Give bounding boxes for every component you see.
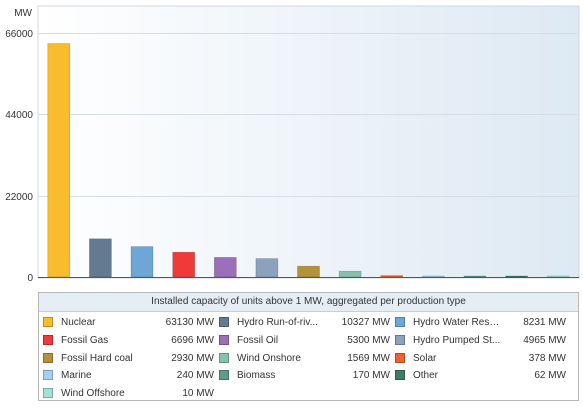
legend-item-wind-onshore[interactable]: Wind Onshore 1569 MW [219,350,394,368]
bar-hydro-water-reservoir[interactable] [130,246,154,278]
legend-item-hydro-water-reservoir[interactable]: Hydro Water Rese... 8231 MW [395,314,570,332]
bar-nuclear[interactable] [47,43,71,278]
legend-grid: Nuclear 63130 MW Hydro Run-of-riv... 10327 … [39,312,578,399]
legend-label: Wind Onshore [237,352,301,364]
bar-biomass[interactable] [463,275,487,278]
y-tick-label: 66000 [5,29,33,40]
legend-swatch [43,388,53,399]
legend-label: Marine [61,370,92,382]
legend-item-fossil-gas[interactable]: Fossil Gas 6696 MW [43,332,218,350]
legend-label: Hydro Run-of-riv... [237,317,318,328]
legend: Installed capacity of units above 1 MW, … [38,292,579,401]
legend-label: Biomass [237,370,276,382]
bars [47,43,570,278]
legend-label: Fossil Gas [61,334,109,346]
legend-value: 63130 MW [165,317,214,328]
legend-item-hydro-pumped-storage[interactable]: Hydro Pumped St... 4965 MW [395,332,570,350]
legend-label: Wind Offshore [61,388,125,400]
legend-swatch [43,370,53,381]
y-tick-label: 22000 [5,192,33,203]
legend-value: 10327 MW [341,317,390,328]
gridlines [38,33,579,197]
bar-wind-onshore[interactable] [338,270,362,278]
legend-swatch [219,352,229,363]
bar-hydro-pumped-storage[interactable] [255,258,279,278]
legend-value: 62 MW [534,370,566,382]
bar-marine[interactable] [421,275,445,278]
bar-wind-offshore[interactable] [546,275,570,278]
y-axis-ticks: 0 22000 44000 66000 [5,29,33,284]
legend-value: 2930 MW [171,352,214,364]
legend-value: 6696 MW [171,334,214,346]
legend-swatch [219,334,229,345]
legend-title: Installed capacity of units above 1 MW, … [39,293,578,312]
y-axis-unit-label: MW [14,8,32,19]
legend-swatch [219,317,229,327]
legend-value: 240 MW [176,370,214,382]
plot-background [37,5,580,279]
legend-swatch [395,352,405,363]
legend-value: 170 MW [352,370,390,382]
legend-value: 5300 MW [347,334,390,346]
legend-item-other[interactable]: Other 62 MW [395,367,570,385]
legend-swatch [395,317,405,327]
legend-swatch [219,370,229,381]
legend-label: Nuclear [61,317,96,328]
legend-item-marine[interactable]: Marine 240 MW [43,367,218,385]
legend-swatch [395,370,405,381]
legend-label: Fossil Hard coal [61,352,133,364]
bar-fossil-gas[interactable] [172,251,195,278]
legend-value: 1569 MW [347,352,390,364]
legend-swatch [43,334,53,345]
legend-label: Hydro Pumped St... [413,334,501,346]
legend-value: 10 MW [182,388,214,400]
y-tick-label: 0 [27,273,33,284]
legend-label: Fossil Oil [237,334,279,346]
bar-hydro-run-of-river-and-poundage[interactable] [89,238,112,278]
bar-fossil-hard-coal[interactable] [297,265,320,278]
legend-value: 378 MW [528,352,566,364]
bar-fossil-oil[interactable] [214,257,237,278]
legend-item-wind-offshore[interactable]: Wind Offshore 10 MW [43,385,218,403]
legend-label: Hydro Water Rese... [413,317,501,328]
legend-item-fossil-hard-coal[interactable]: Fossil Hard coal 2930 MW [43,350,218,368]
legend-item-nuclear[interactable]: Nuclear 63130 MW [43,314,218,332]
bar-chart: MW 0 22000 44000 66000 [5,5,580,284]
bar-other[interactable] [505,275,528,278]
legend-value: 8231 MW [523,317,566,328]
y-tick-label: 44000 [5,110,33,121]
legend-swatch [43,317,53,327]
legend-label: Other [413,370,439,382]
legend-value: 4965 MW [523,334,566,346]
bar-solar[interactable] [380,275,404,278]
legend-item-biomass[interactable]: Biomass 170 MW [219,367,394,385]
legend-item-solar[interactable]: Solar 378 MW [395,350,570,368]
legend-item-hydro-run-of-river-and-poundage[interactable]: Hydro Run-of-riv... 10327 MW [219,314,394,332]
legend-item-fossil-oil[interactable]: Fossil Oil 5300 MW [219,332,394,350]
legend-label: Solar [413,352,437,364]
legend-swatch [43,352,53,363]
legend-swatch [395,334,405,345]
